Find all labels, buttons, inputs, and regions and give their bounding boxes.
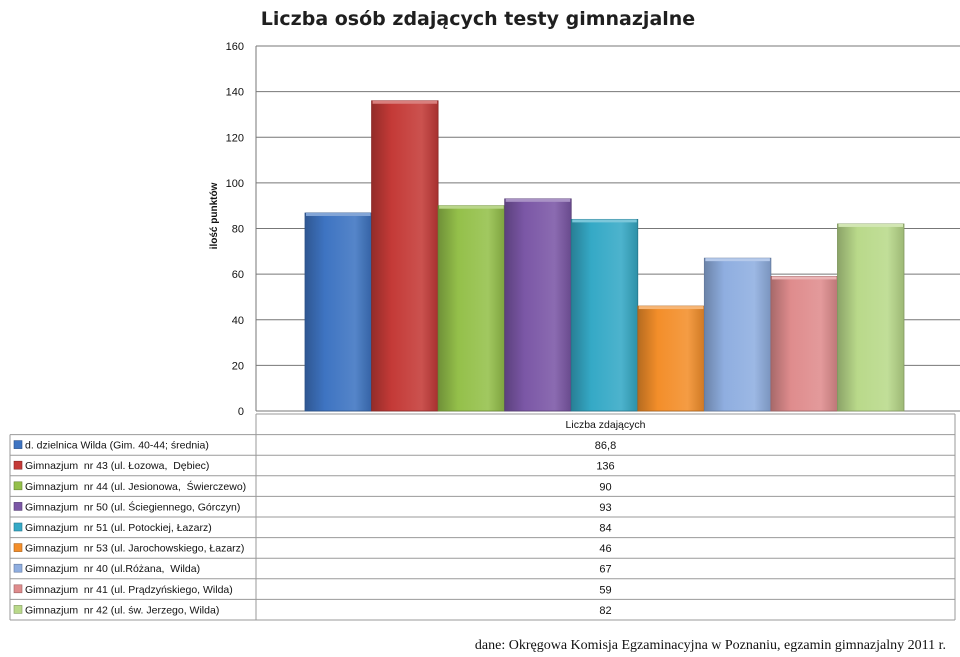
bar bbox=[703, 257, 772, 412]
bar bbox=[304, 212, 372, 412]
legend-swatch bbox=[13, 605, 23, 614]
bar bbox=[437, 205, 506, 412]
legend-label: Gimnazjum nr 43 (ul. Łozowa, Dębiec) bbox=[25, 460, 209, 472]
y-tick-labels: 0 20 40 60 80 100 120 140 160 bbox=[226, 41, 244, 418]
legend-label: Gimnazjum nr 42 (ul. św. Jerzego, Wilda) bbox=[25, 604, 219, 616]
data-table: Liczba zdających d. dzielnica Wilda (Gim.… bbox=[9, 413, 956, 621]
legend-swatch bbox=[13, 460, 23, 470]
legend-swatch bbox=[13, 481, 23, 491]
x-axis-label: Liczba zdających bbox=[566, 419, 646, 431]
y-tick-label: 100 bbox=[226, 178, 244, 190]
legend-label: Gimnazjum nr 40 (ul.Różana, Wilda) bbox=[25, 563, 200, 575]
bar bbox=[371, 100, 439, 412]
bar-highlight bbox=[572, 219, 637, 223]
data-label: 82 bbox=[599, 605, 611, 617]
y-tick-label: 160 bbox=[226, 41, 244, 53]
bar bbox=[837, 223, 905, 412]
bar-highlight bbox=[306, 212, 371, 216]
legend-label: Gimnazjum nr 53 (ul. Jarochowskiego, Łaz… bbox=[25, 543, 244, 555]
y-tick-label: 140 bbox=[226, 87, 244, 99]
legend-swatch bbox=[13, 543, 23, 552]
y-axis-label: ilość punktów bbox=[209, 182, 220, 249]
y-tick-label: 120 bbox=[226, 132, 244, 144]
data-label: 93 bbox=[599, 502, 611, 514]
bar bbox=[570, 218, 639, 412]
y-tick-label: 0 bbox=[238, 406, 244, 418]
legend-swatch bbox=[13, 440, 23, 449]
data-label: 86,8 bbox=[595, 440, 616, 452]
chart-title: Liczba osób zdających testy gimnazjalne bbox=[261, 8, 695, 30]
bar bbox=[770, 276, 838, 412]
bar-highlight bbox=[705, 258, 770, 262]
data-label: 136 bbox=[596, 461, 614, 473]
legend-label: Gimnazjum nr 51 (ul. Potockiej, Łazarz) bbox=[25, 522, 212, 534]
data-label: 84 bbox=[599, 523, 611, 535]
y-tick-label: 80 bbox=[232, 224, 244, 236]
legend-swatch bbox=[13, 584, 23, 594]
y-tick-label: 60 bbox=[232, 269, 244, 281]
bar-highlight bbox=[372, 100, 438, 104]
bar-highlight bbox=[838, 223, 903, 227]
source-note: dane: Okręgowa Komisja Egzaminacyjna w P… bbox=[474, 638, 946, 653]
bar bbox=[504, 198, 572, 412]
bars bbox=[304, 100, 905, 412]
y-tick-label: 40 bbox=[232, 315, 244, 327]
data-label: 59 bbox=[599, 584, 611, 596]
legend-label: Gimnazjum nr 50 (ul. Ściegiennego, Górcz… bbox=[25, 500, 240, 513]
bar-highlight bbox=[505, 198, 571, 202]
bar-highlight bbox=[439, 205, 504, 209]
bar bbox=[637, 305, 705, 412]
data-label: 90 bbox=[599, 481, 611, 493]
legend-swatch bbox=[13, 563, 23, 573]
legend-label: d. dzielnica Wilda (Gim. 40-44; średnia) bbox=[25, 440, 209, 452]
legend-label: Gimnazjum nr 41 (ul. Prądzyńskiego, Wild… bbox=[25, 584, 233, 596]
data-label: 67 bbox=[599, 564, 611, 576]
bar-highlight bbox=[771, 276, 837, 280]
legend-swatch bbox=[13, 502, 23, 511]
bar-highlight bbox=[638, 306, 704, 310]
legend-swatch bbox=[13, 522, 23, 532]
data-label: 46 bbox=[599, 543, 611, 555]
legend-label: Gimnazjum nr 44 (ul. Jesionowa, Świercze… bbox=[25, 480, 246, 493]
y-tick-label: 20 bbox=[232, 360, 244, 372]
